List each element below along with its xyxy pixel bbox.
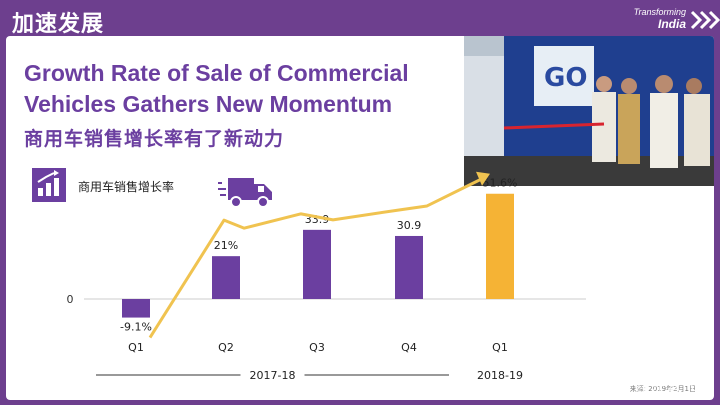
value-label-4: 30.9 [397, 219, 422, 232]
bar-4 [395, 235, 423, 299]
category-label-1: Q1 [128, 341, 144, 354]
bus-inauguration-photo: GO [464, 36, 714, 186]
source-note: 来源: 2019年2月1日 [629, 385, 696, 393]
category-label-2: Q2 [218, 341, 234, 354]
brand-line2: India [657, 17, 686, 31]
truck-icon [218, 178, 272, 208]
svg-text:GO: GO [544, 63, 587, 93]
category-label-5: Q1 [492, 341, 508, 354]
group-label-2: 2018-19 [477, 369, 523, 382]
top-bar: 加速发展 Transforming India [0, 0, 720, 40]
brand-line1: Transforming [633, 7, 686, 17]
slide-card: Growth Rate of Sale of Commercial Vehicl… [6, 36, 714, 400]
chevrons-icon [690, 10, 720, 30]
value-label-5: 51.6% [483, 177, 518, 190]
category-label-3: Q3 [309, 341, 325, 354]
trend-arrow-line [148, 178, 481, 339]
bar-5 [486, 193, 514, 299]
zero-tick-label: 0 [67, 293, 74, 306]
bar-2 [212, 256, 240, 299]
growth-chart-icon [32, 168, 66, 202]
bar-3 [303, 229, 331, 299]
headline-chinese: 商用车销售增长率有了新动力 [24, 128, 285, 150]
section-title: 加速发展 [12, 12, 105, 37]
bar-1 [122, 299, 150, 318]
category-label-4: Q4 [401, 341, 417, 354]
headline-english: Growth Rate of Sale of Commercial Vehicl… [24, 60, 409, 117]
legend-label: 商用车销售增长率 [78, 180, 175, 194]
value-label-2: 21% [214, 239, 238, 252]
group-label-1: 2017-18 [250, 369, 296, 382]
event-photo: GO [464, 36, 714, 186]
watermark: 知乎 @乔云飞 [596, 376, 698, 394]
value-label-1: -9.1% [120, 321, 152, 334]
brand-logo: Transforming India [634, 6, 686, 30]
trend-arrow-head [476, 171, 490, 186]
